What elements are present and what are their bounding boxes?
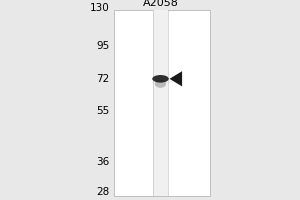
Text: 36: 36 (96, 157, 110, 167)
Ellipse shape (155, 80, 166, 88)
Ellipse shape (152, 75, 169, 83)
Text: 72: 72 (96, 74, 110, 84)
Text: 28: 28 (96, 187, 110, 197)
Text: 95: 95 (96, 41, 110, 51)
Text: 55: 55 (96, 106, 110, 116)
Bar (114, 10, 210, 196)
Text: 130: 130 (90, 3, 110, 13)
Polygon shape (169, 71, 182, 86)
Bar (153, 10, 168, 196)
Text: A2058: A2058 (142, 0, 178, 8)
